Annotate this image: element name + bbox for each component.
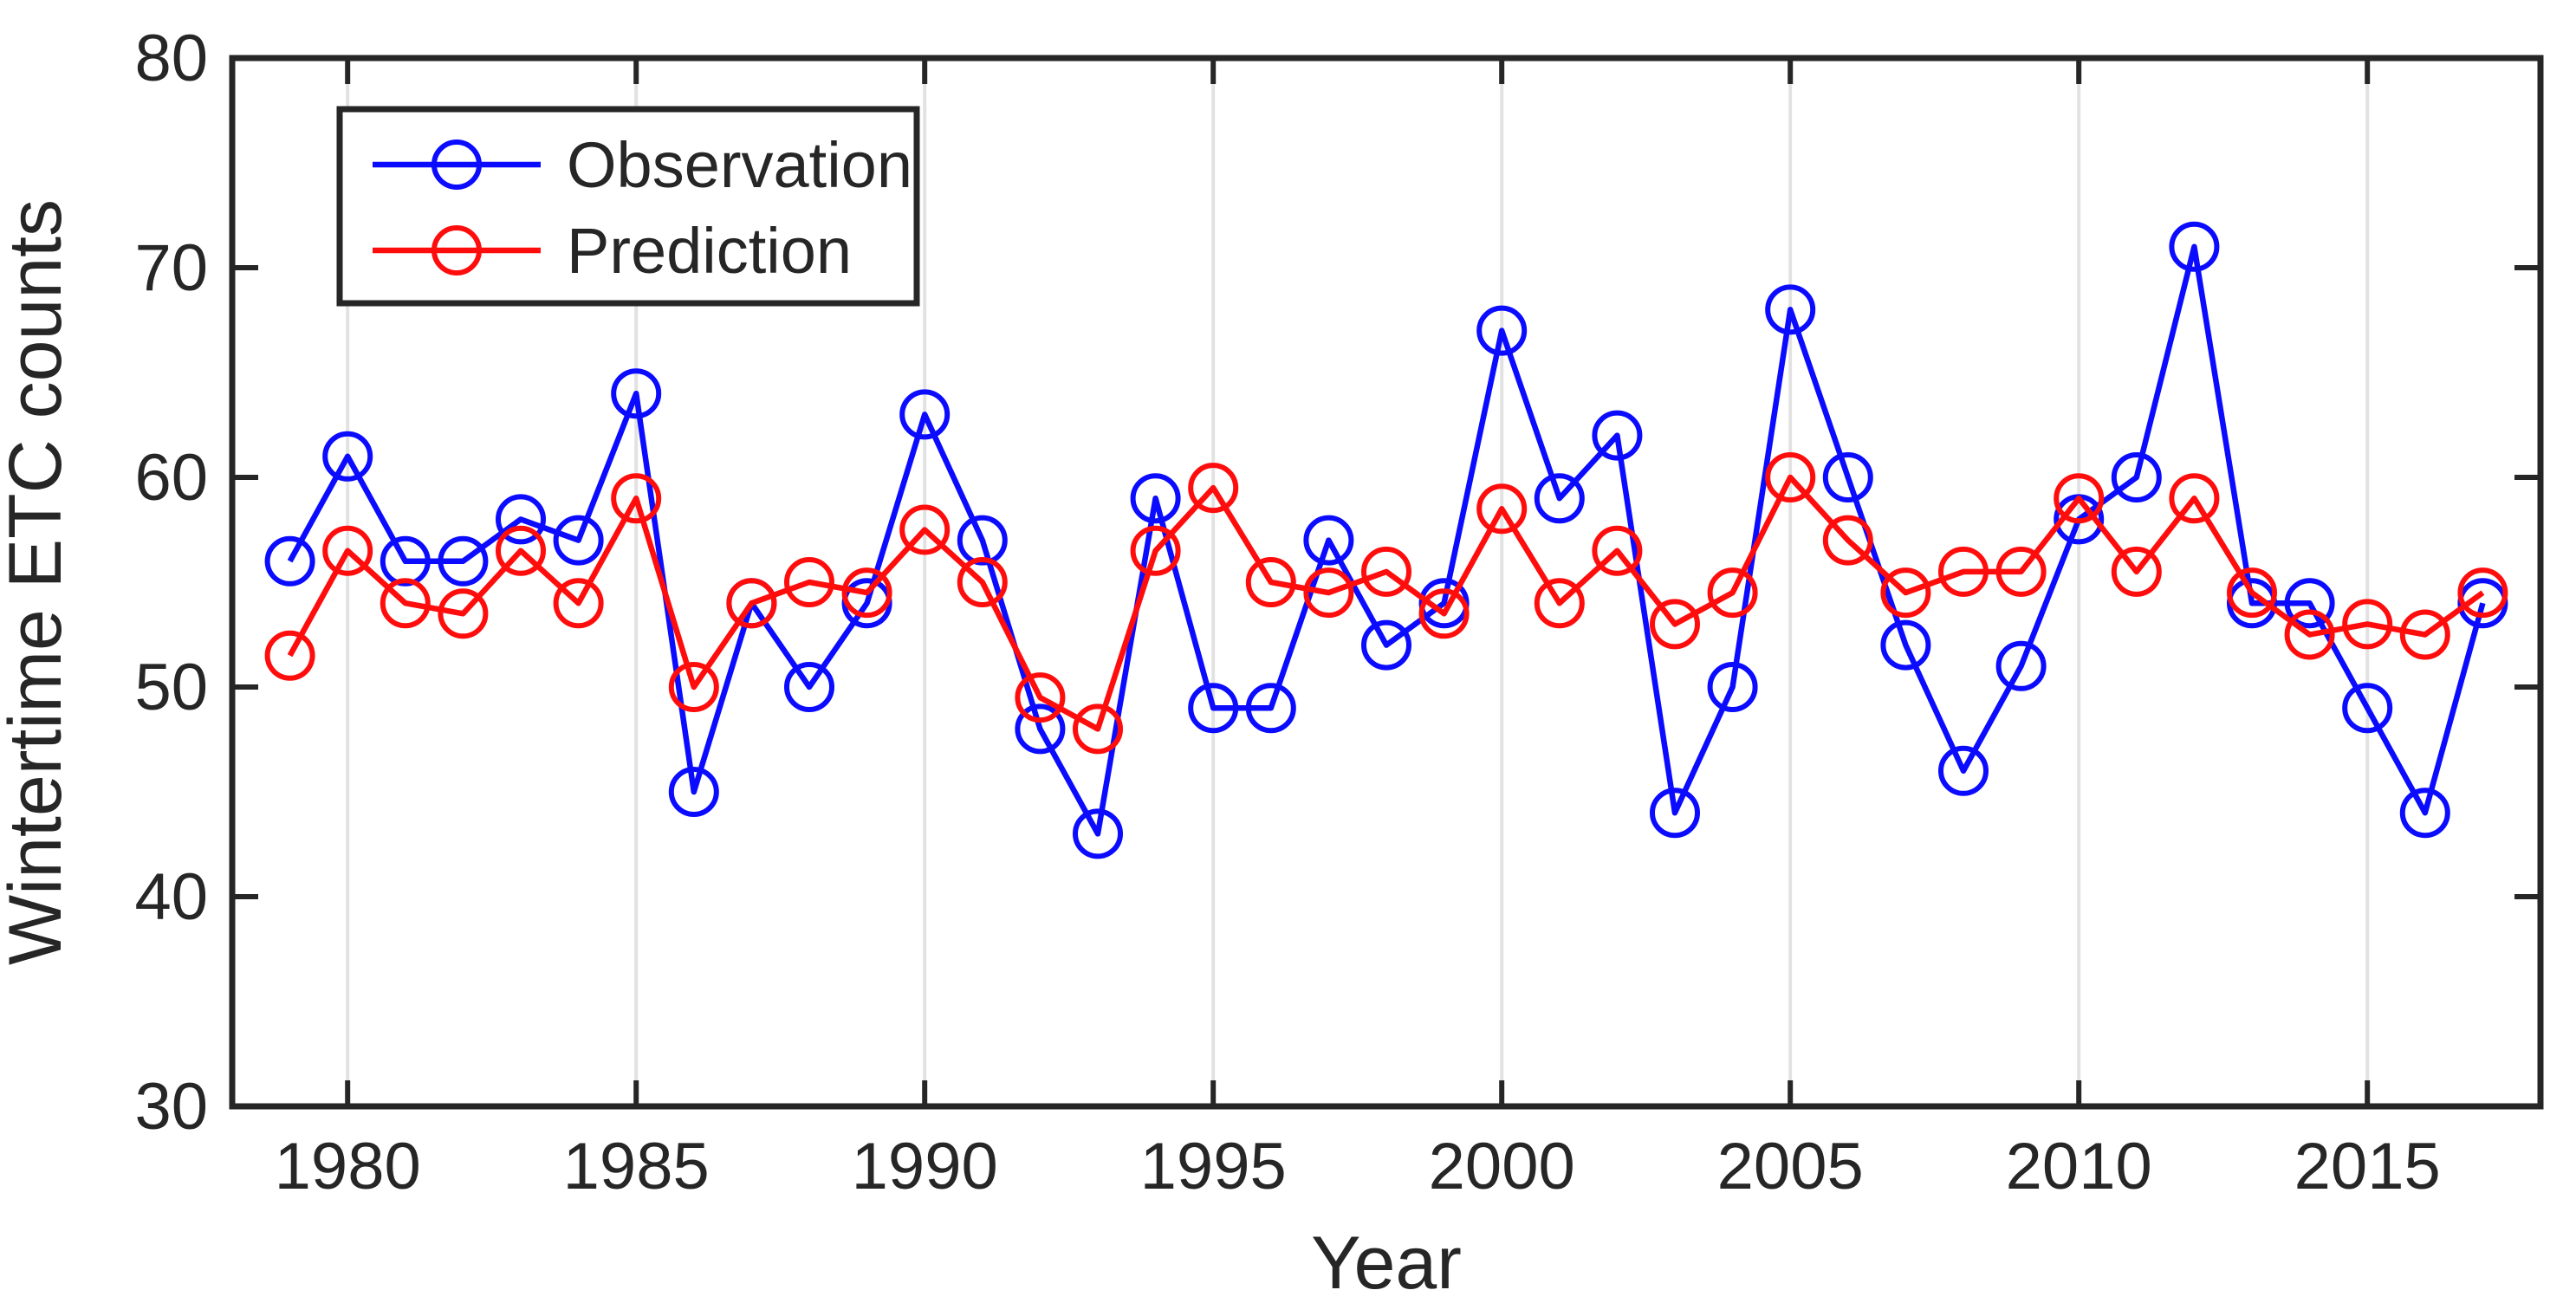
prediction-marker bbox=[1361, 546, 1411, 597]
observation-marker bbox=[2284, 578, 2335, 629]
observation-marker bbox=[957, 515, 1008, 566]
observation-marker bbox=[1015, 703, 1066, 755]
observation-marker bbox=[380, 535, 431, 587]
prediction-marker bbox=[1188, 463, 1239, 514]
prediction-marker bbox=[1418, 588, 1470, 639]
observation-marker bbox=[1995, 640, 2047, 691]
x-tick-label: 1995 bbox=[1140, 1130, 1287, 1203]
prediction-marker bbox=[2169, 473, 2220, 524]
prediction-marker bbox=[1707, 567, 1758, 619]
prediction-marker bbox=[1073, 703, 1123, 755]
legend-observation-label: Observation bbox=[567, 129, 912, 201]
observation-marker bbox=[322, 431, 373, 482]
prediction-marker bbox=[1765, 452, 1816, 502]
observation-marker bbox=[1245, 683, 1296, 734]
prediction-marker bbox=[2111, 546, 2162, 597]
observation-marker bbox=[1073, 808, 1123, 859]
observation-marker bbox=[1765, 284, 1816, 335]
prediction-marker bbox=[438, 588, 489, 639]
legend-prediction-label: Prediction bbox=[567, 215, 852, 287]
plot-border bbox=[229, 55, 2544, 1110]
prediction-marker bbox=[2284, 609, 2335, 660]
observation-marker bbox=[496, 494, 546, 545]
prediction-marker bbox=[380, 578, 431, 629]
observation-marker bbox=[611, 368, 662, 419]
observation-marker bbox=[899, 389, 951, 440]
observation-marker bbox=[264, 535, 315, 587]
observation-marker bbox=[1534, 473, 1585, 524]
prediction-marker bbox=[1650, 599, 1700, 650]
legend-prediction-marker bbox=[431, 225, 482, 276]
prediction-marker bbox=[784, 557, 834, 607]
legend-observation-marker bbox=[431, 139, 482, 190]
prediction-marker bbox=[611, 473, 662, 524]
observation-marker bbox=[1476, 305, 1528, 356]
prediction-marker bbox=[1938, 546, 1989, 597]
prediction-marker bbox=[1476, 483, 1528, 535]
observation-marker bbox=[668, 767, 719, 817]
x-axis-label: Year bbox=[1311, 1222, 1462, 1305]
prediction-marker bbox=[726, 578, 777, 629]
x-tick-label: 1985 bbox=[563, 1130, 710, 1203]
prediction-marker bbox=[1130, 525, 1181, 576]
legend-box bbox=[336, 106, 920, 307]
prediction-marker bbox=[1592, 525, 1643, 576]
y-axis-label: Wintertime ETC counts bbox=[0, 199, 77, 965]
observation-marker bbox=[553, 515, 604, 566]
prediction-marker bbox=[2342, 599, 2393, 650]
y-tick-label: 50 bbox=[134, 651, 208, 724]
prediction-marker bbox=[264, 630, 315, 681]
y-tick-label: 80 bbox=[134, 22, 208, 95]
observation-marker bbox=[1130, 473, 1181, 524]
prediction-line bbox=[287, 474, 2485, 732]
prediction-marker bbox=[1015, 672, 1066, 723]
observation-marker bbox=[1938, 745, 1989, 796]
observation-marker bbox=[784, 662, 834, 712]
observation-marker bbox=[1650, 788, 1700, 839]
x-tick-label: 2010 bbox=[2006, 1130, 2152, 1203]
x-tick-label: 2005 bbox=[1717, 1130, 1864, 1203]
observation-marker bbox=[438, 535, 489, 587]
y-tick-label: 70 bbox=[134, 231, 208, 305]
prediction-marker bbox=[668, 662, 719, 712]
prediction-marker bbox=[2457, 567, 2508, 619]
y-tick-label: 60 bbox=[134, 441, 208, 515]
x-tick-label: 1990 bbox=[852, 1130, 998, 1203]
prediction-marker bbox=[2054, 473, 2105, 524]
observation-marker bbox=[2399, 788, 2450, 839]
prediction-marker bbox=[1303, 567, 1354, 619]
prediction-marker bbox=[1245, 557, 1296, 607]
x-tick-label: 2015 bbox=[2294, 1130, 2441, 1203]
observation-marker bbox=[1707, 662, 1758, 712]
prediction-marker bbox=[1880, 567, 1931, 619]
observation-marker bbox=[1361, 619, 1411, 671]
prediction-marker bbox=[841, 567, 892, 619]
x-tick-label: 2000 bbox=[1429, 1130, 1575, 1203]
prediction-marker bbox=[2227, 567, 2277, 619]
prediction-marker bbox=[553, 578, 604, 629]
x-tick-label: 1980 bbox=[275, 1130, 421, 1203]
prediction-marker bbox=[957, 557, 1008, 607]
observation-marker bbox=[1303, 515, 1354, 566]
observation-marker bbox=[2342, 683, 2393, 734]
observation-marker bbox=[2169, 221, 2220, 272]
prediction-marker bbox=[322, 525, 373, 576]
prediction-marker bbox=[899, 504, 951, 555]
observation-marker bbox=[1592, 410, 1643, 461]
observation-marker bbox=[1822, 452, 1873, 502]
y-tick-label: 40 bbox=[134, 860, 208, 934]
y-tick-label: 30 bbox=[134, 1070, 208, 1144]
prediction-marker bbox=[1534, 578, 1585, 629]
observation-marker bbox=[2111, 452, 2162, 502]
prediction-marker bbox=[1995, 546, 2047, 597]
observation-marker bbox=[1880, 619, 1931, 671]
prediction-marker bbox=[2399, 609, 2450, 660]
prediction-marker bbox=[496, 525, 546, 576]
prediction-marker bbox=[1822, 515, 1873, 566]
observation-marker bbox=[1188, 683, 1239, 734]
